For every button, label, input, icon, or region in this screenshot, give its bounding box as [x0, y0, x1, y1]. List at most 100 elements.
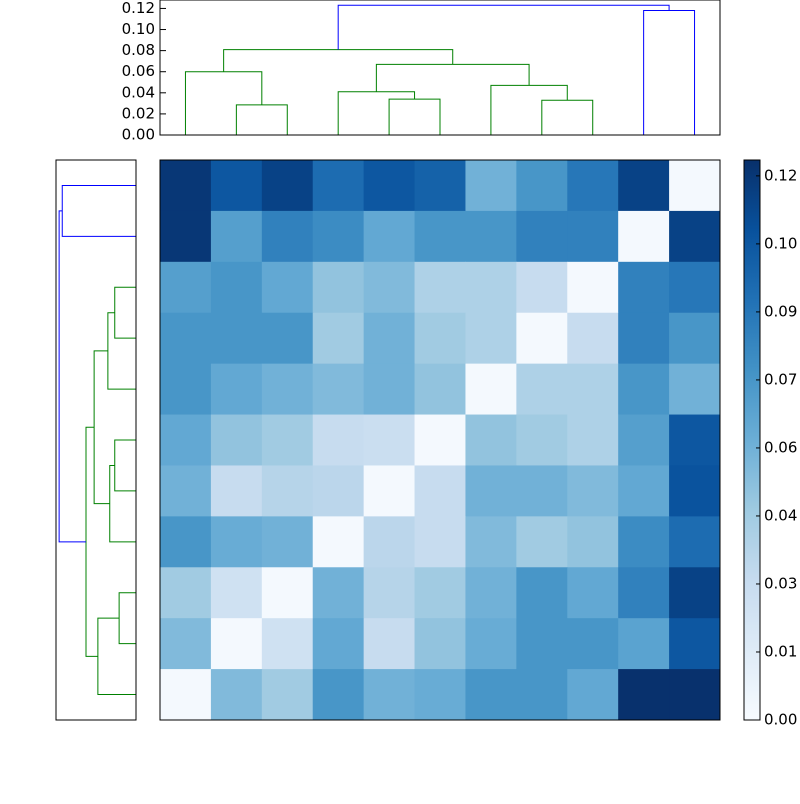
y-tick-label: 0.10 [122, 20, 155, 38]
heatmap-cell [567, 669, 619, 721]
heatmap-cell [160, 363, 212, 416]
axes-frame [159, 0, 721, 136]
heatmap-cell [261, 414, 314, 466]
heatmap-cell [567, 312, 619, 365]
heatmap-cell [363, 618, 416, 670]
heatmap-cell [160, 567, 212, 619]
heatmap-cell [414, 363, 466, 416]
heatmap-cell [669, 363, 721, 416]
heatmap-cell [516, 669, 568, 721]
heatmap-cell [261, 465, 314, 517]
heatmap-cell [414, 618, 466, 670]
heatmap-cell [363, 567, 416, 619]
heatmap-cell [312, 669, 365, 721]
heatmap-cell [669, 261, 721, 314]
dendrogram-link [61, 184, 136, 237]
dendrogram-link [85, 426, 98, 657]
dendrogram-link [375, 63, 530, 92]
heatmap-cell [312, 160, 365, 212]
heatmap-cell [567, 618, 619, 670]
heatmap-cell [160, 210, 212, 263]
heatmap-cell [160, 669, 212, 721]
heatmap-cell [567, 160, 619, 212]
heatmap-cell [465, 312, 517, 365]
heatmap-cell [414, 312, 466, 365]
heatmap-cell [618, 261, 670, 314]
heatmap-cell [465, 618, 517, 670]
heatmap-cell [261, 669, 314, 721]
heatmap-cell [261, 363, 314, 416]
dendrogram-link [58, 210, 86, 543]
axes-frame [159, 159, 721, 721]
heatmap-cell [312, 414, 365, 466]
dendrogram-link [643, 10, 696, 135]
heatmap-cell [669, 210, 721, 263]
heatmap-cell [261, 618, 314, 670]
heatmap-cell [618, 618, 670, 670]
heatmap-cell [210, 363, 263, 416]
heatmap-cell [363, 363, 416, 416]
heatmap-cell [618, 465, 670, 517]
colorbar-tick-label: 0.07 [764, 370, 797, 388]
heatmap-cell [312, 567, 365, 619]
heatmap-cell [465, 210, 517, 263]
heatmap-cell [618, 160, 670, 212]
heatmap-cell [516, 261, 568, 314]
heatmap-cell [567, 261, 619, 314]
heatmap-cell [363, 669, 416, 721]
heatmap-cell [516, 465, 568, 517]
heatmap-cell [669, 516, 721, 568]
heatmap-cell [465, 567, 517, 619]
y-tick-label: 0.08 [122, 41, 155, 59]
dendrogram-link [114, 439, 136, 492]
heatmap-cell [261, 160, 314, 212]
heatmap-cell [210, 669, 263, 721]
heatmap-cell [669, 567, 721, 619]
heatmap-cell [516, 516, 568, 568]
heatmap-cell [567, 210, 619, 263]
heatmap-cell [465, 261, 517, 314]
heatmap-cell [363, 414, 416, 466]
heatmap-cell [312, 261, 365, 314]
heatmap-cell [516, 363, 568, 416]
dendrogram-link [490, 84, 568, 135]
heatmap-cell [312, 363, 365, 416]
heatmap-cell [516, 160, 568, 212]
heatmap-cell [363, 210, 416, 263]
heatmap-cell [210, 465, 263, 517]
heatmap-cell [567, 414, 619, 466]
colorbar-tick-label: 0.09 [764, 302, 797, 320]
dendrogram-link [184, 71, 263, 135]
heatmap-cell [567, 363, 619, 416]
heatmap-cell [414, 465, 466, 517]
heatmap-cell [618, 669, 670, 721]
colorbar-tick-label: 0.01 [764, 642, 797, 660]
y-tick-label: 0.00 [122, 126, 155, 144]
heatmap-cell [363, 516, 416, 568]
heatmap-cell [261, 261, 314, 314]
dendrogram-link [109, 464, 136, 543]
axes-frame [55, 159, 137, 721]
heatmap-cell [669, 465, 721, 517]
heatmap-cell [160, 516, 212, 568]
heatmap-cell [210, 160, 263, 212]
heatmap-cell [618, 210, 670, 263]
heatmap-cell [210, 414, 263, 466]
heatmap-cell [669, 414, 721, 466]
heatmap-cell [312, 618, 365, 670]
heatmap-cell [363, 160, 416, 212]
heatmap-cell [669, 669, 721, 721]
heatmap-cell [261, 210, 314, 263]
heatmap-cell [210, 261, 263, 314]
heatmap-cell [363, 312, 416, 365]
heatmap-cell [669, 160, 721, 212]
heatmap-cell [414, 160, 466, 212]
heatmap-cell [516, 312, 568, 365]
y-tick-label: 0.12 [122, 0, 155, 17]
heatmap-cell [210, 312, 263, 365]
colorbar-tick-label: 0.03 [764, 574, 797, 592]
dendrogram-link [114, 286, 136, 339]
heatmap-cell [312, 312, 365, 365]
heatmap-cell [414, 516, 466, 568]
